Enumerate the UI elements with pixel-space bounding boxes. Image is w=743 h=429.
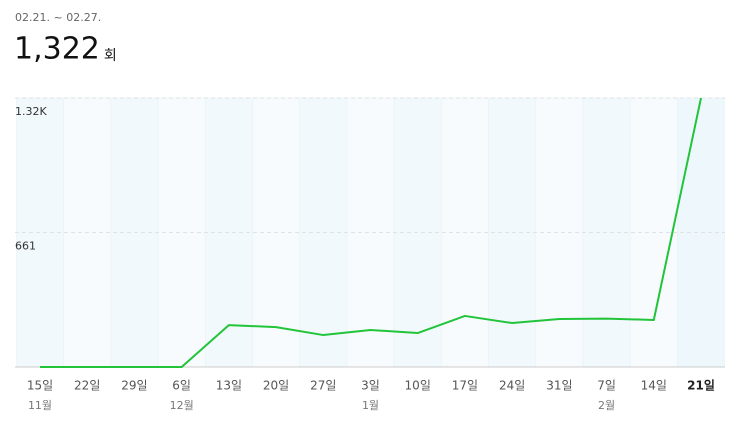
x-tick-label: 14일: [641, 379, 667, 393]
x-tick-label: 3일: [361, 379, 380, 393]
line: [40, 97, 702, 368]
period: 02.21. ~ 02.27.: [15, 11, 101, 24]
x-tick-label: 13일: [216, 379, 242, 393]
x-tick-label: 7일: [597, 379, 616, 393]
total-unit: 회: [104, 48, 117, 64]
month-label: 2월: [598, 399, 615, 412]
x-tick-label: 6일: [172, 379, 191, 393]
y-tick-label: 1.32K: [15, 105, 47, 118]
x-tick-label: 31일: [546, 379, 572, 393]
total: 1,322: [14, 32, 100, 67]
month-label: 12월: [170, 399, 194, 412]
x-tick-label: 24일: [499, 379, 525, 393]
y-tick-label: 661: [15, 240, 36, 253]
x-tick-label: 17일: [452, 379, 478, 393]
x-tick-label: 15일: [27, 379, 53, 393]
month-label: 1월: [362, 399, 379, 412]
x-tick-label: 27일: [310, 379, 336, 393]
x-tick-label: 21일: [687, 379, 715, 393]
x-tick-label: 10일: [405, 379, 431, 393]
x-tick-label: 29일: [121, 379, 147, 393]
month-label: 11월: [28, 399, 52, 412]
x-tick-label: 20일: [263, 379, 289, 393]
x-tick-label: 22일: [74, 379, 100, 393]
